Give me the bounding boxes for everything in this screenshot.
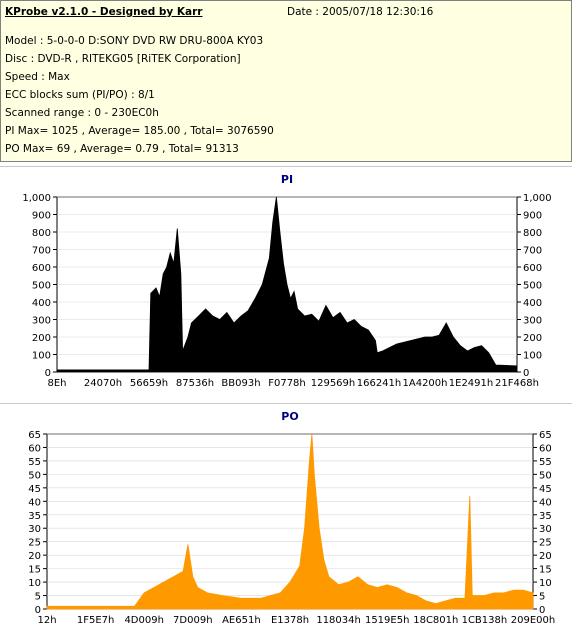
x-tick-label: 118034h bbox=[316, 615, 361, 626]
info-po-stats: PO Max= 69 , Average= 0.79 , Total= 9131… bbox=[5, 143, 239, 155]
y-tick-label-right: 15 bbox=[539, 565, 552, 576]
y-tick-label-right: 1,000 bbox=[523, 193, 552, 204]
x-tick-label: 7D009h bbox=[173, 615, 213, 626]
x-tick-label: 1CB138h bbox=[462, 615, 508, 626]
x-tick-label: 4D009h bbox=[124, 615, 164, 626]
y-tick-label-left: 800 bbox=[32, 228, 51, 239]
x-tick-label: 87536h bbox=[176, 378, 214, 389]
x-tick-label: F0778h bbox=[268, 378, 306, 389]
y-tick-label-left: 40 bbox=[28, 497, 41, 508]
x-tick-label: 56659h bbox=[130, 378, 168, 389]
y-tick-label-right: 900 bbox=[523, 211, 542, 222]
x-tick-label: 24070h bbox=[84, 378, 122, 389]
x-tick-label: 1A4200h bbox=[403, 378, 448, 389]
y-tick-label-right: 200 bbox=[523, 333, 542, 344]
info-disc: Disc : DVD-R , RITEKG05 [RiTEK Corporati… bbox=[5, 53, 241, 65]
y-tick-label-left: 5 bbox=[35, 592, 41, 603]
y-tick-label-left: 65 bbox=[28, 430, 41, 441]
series-area bbox=[56, 196, 518, 373]
y-tick-label-left: 900 bbox=[32, 211, 51, 222]
x-tick-label: 12h bbox=[37, 615, 56, 626]
disc-info-panel: KProbe v2.1.0 - Designed by Karr Date : … bbox=[0, 0, 572, 162]
x-tick-label: 1F5E7h bbox=[77, 615, 115, 626]
y-tick-label-left: 10 bbox=[28, 578, 41, 589]
scan-date: Date : 2005/07/18 12:30:16 bbox=[287, 6, 434, 18]
x-tick-label: 8Eh bbox=[47, 378, 66, 389]
y-tick-label-right: 55 bbox=[539, 457, 552, 468]
y-tick-label-left: 300 bbox=[32, 316, 51, 327]
y-tick-label-right: 10 bbox=[539, 578, 552, 589]
y-tick-label-left: 60 bbox=[28, 443, 41, 454]
y-tick-label-left: 0 bbox=[35, 605, 41, 616]
y-tick-label-left: 500 bbox=[32, 281, 51, 292]
y-tick-label-right: 400 bbox=[523, 298, 542, 309]
y-tick-label-right: 65 bbox=[539, 430, 552, 441]
y-tick-label-right: 800 bbox=[523, 228, 542, 239]
y-tick-label-left: 35 bbox=[28, 511, 41, 522]
info-ecc: ECC blocks sum (PI/PO) : 8/1 bbox=[5, 89, 155, 101]
y-tick-label-right: 300 bbox=[523, 316, 542, 327]
series-area bbox=[46, 433, 534, 610]
x-tick-label: 129569h bbox=[311, 378, 356, 389]
info-model: Model : 5-0-0-0 D:SONY DVD RW DRU-800A K… bbox=[5, 35, 264, 47]
plot-area bbox=[46, 433, 534, 610]
y-tick-label-right: 60 bbox=[539, 443, 552, 454]
x-tick-label: 209E00h bbox=[511, 615, 555, 626]
y-tick-label-right: 40 bbox=[539, 497, 552, 508]
y-tick-label-right: 20 bbox=[539, 551, 552, 562]
y-tick-label-right: 35 bbox=[539, 511, 552, 522]
po-chart-panel: PO 0 0 5 5 10 10 15 15 20 20 25 25 30 30 35 35 40 40 45 45 50… bbox=[0, 403, 572, 637]
x-tick-label: BB093h bbox=[221, 378, 260, 389]
chart-title: PO bbox=[281, 410, 298, 423]
y-tick-label-left: 25 bbox=[28, 538, 41, 549]
y-tick-label-left: 0 bbox=[45, 368, 51, 379]
chart-title: PI bbox=[281, 173, 293, 186]
y-tick-label-right: 45 bbox=[539, 484, 552, 495]
info-pi-stats: PI Max= 1025 , Average= 185.00 , Total= … bbox=[5, 125, 274, 137]
y-tick-label-left: 50 bbox=[28, 470, 41, 481]
y-tick-label-left: 100 bbox=[32, 351, 51, 362]
y-tick-label-left: 45 bbox=[28, 484, 41, 495]
y-tick-label-right: 500 bbox=[523, 281, 542, 292]
y-tick-label-left: 700 bbox=[32, 246, 51, 257]
y-tick-label-left: 1,000 bbox=[22, 193, 51, 204]
y-tick-label-right: 0 bbox=[539, 605, 545, 616]
y-tick-label-left: 30 bbox=[28, 524, 41, 535]
y-tick-label-left: 400 bbox=[32, 298, 51, 309]
y-tick-label-right: 25 bbox=[539, 538, 552, 549]
info-scanned-range: Scanned range : 0 - 230EC0h bbox=[5, 107, 159, 119]
info-speed: Speed : Max bbox=[5, 71, 70, 83]
y-tick-label-right: 50 bbox=[539, 470, 552, 481]
x-tick-label: E1378h bbox=[271, 615, 309, 626]
x-tick-label: 18C801h bbox=[413, 615, 458, 626]
y-tick-label-right: 0 bbox=[523, 368, 529, 379]
y-tick-label-left: 600 bbox=[32, 263, 51, 274]
y-tick-label-right: 30 bbox=[539, 524, 552, 535]
y-tick-label-right: 600 bbox=[523, 263, 542, 274]
app-title: KProbe v2.1.0 - Designed by Karr bbox=[5, 6, 203, 18]
y-tick-label-left: 20 bbox=[28, 551, 41, 562]
x-tick-label: 21F468h bbox=[495, 378, 539, 389]
y-tick-label-right: 700 bbox=[523, 246, 542, 257]
y-tick-label-left: 55 bbox=[28, 457, 41, 468]
x-tick-label: 1519E5h bbox=[365, 615, 409, 626]
y-tick-label-left: 200 bbox=[32, 333, 51, 344]
pi-chart-panel: PI 0 0 100 100 200 200 300 300 400 400 500 500 600 600… bbox=[0, 166, 572, 399]
x-tick-label: 166241h bbox=[357, 378, 402, 389]
y-tick-label-left: 15 bbox=[28, 565, 41, 576]
y-tick-label-right: 100 bbox=[523, 351, 542, 362]
x-tick-label: 1E2491h bbox=[449, 378, 493, 389]
pi-chart: PI 0 0 100 100 200 200 300 300 400 400 500 500 600 600… bbox=[22, 173, 552, 389]
x-tick-label: AE651h bbox=[222, 615, 261, 626]
y-tick-label-right: 5 bbox=[539, 592, 545, 603]
